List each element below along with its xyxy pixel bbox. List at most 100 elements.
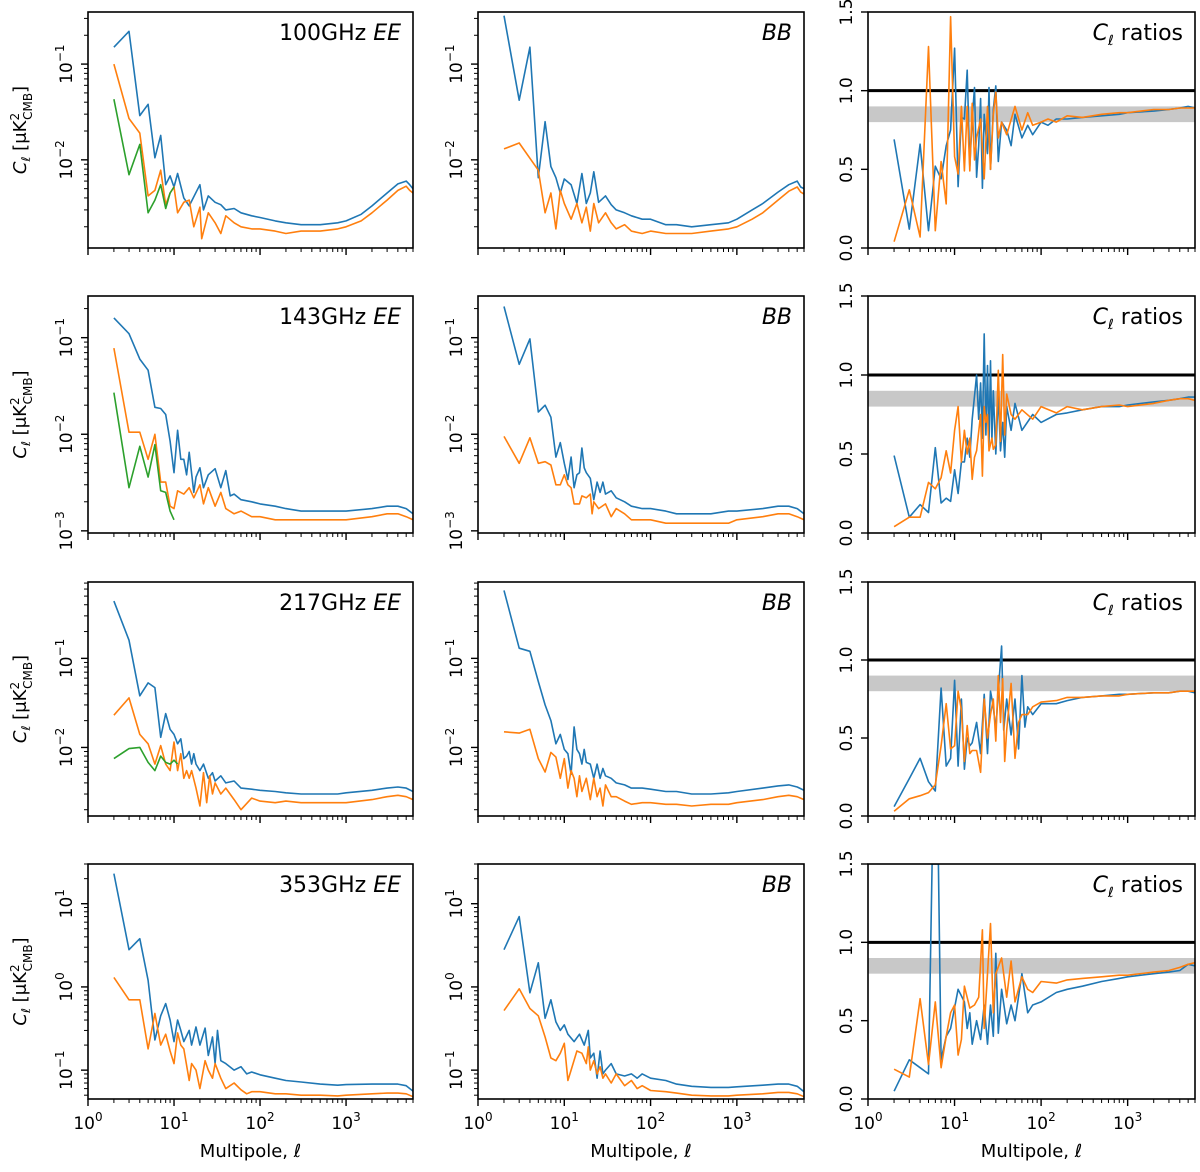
plot-area [868,15,1195,242]
panel-1-2: 0.0 0.5 1.0 1.5 Cℓ ratios [837,282,1196,547]
y-tick-label: 1.5 [837,0,857,26]
panel-0-0: 10−110−2Cℓ [μK2CMB]100GHz EE [8,11,414,255]
series-line-orange [893,353,1195,528]
y-axis-label: Cℓ [μK2CMB] [8,86,35,174]
y-tick-label: 10−2 [443,415,467,454]
tick-base: 10 [447,656,467,678]
tick-base: 10 [73,1114,95,1134]
axes-frame [87,863,414,1100]
tick-base: 10 [447,529,467,551]
tick-base: 10 [447,336,467,358]
y-tick-label: 1.0 [837,646,857,673]
title-spectrum: BB [762,873,792,898]
y-tick-label: 0.0 [837,1085,857,1112]
ylabel-part: CMB [21,377,35,404]
series-line-blue [503,590,804,795]
plot-area [868,333,1195,528]
tick-base: 10 [447,1068,467,1090]
series-line-orange [113,697,413,811]
y-tick-label: 10−2 [53,415,77,454]
tick-exponent: 2 [267,1110,275,1124]
series-line-orange [113,976,413,1098]
x-tick-label: 101 [940,1110,969,1134]
series-line-blue [893,864,1195,1092]
tick-base: 10 [57,656,77,678]
tick-base: 10 [57,980,77,1002]
tick-base: 10 [940,1114,962,1134]
panel-2-0: 10−110−2Cℓ [μK2CMB]217GHz EE [8,581,414,823]
ylabel-part: C [10,730,31,743]
series-line-blue [113,317,413,515]
title-part: C [1093,591,1109,616]
x-tick-label: 103 [722,1110,751,1134]
plot-area [113,317,413,521]
title-part: ℓ [1107,603,1114,619]
title-spectrum: EE [373,873,401,898]
panel-title: 353GHz EE [279,873,401,898]
tick-base: 10 [463,1114,485,1134]
ylabel-part: ] [10,86,31,93]
series-line-orange [893,674,1195,812]
y-tick-label: 1.5 [837,568,857,595]
tick-exponent: 1 [443,889,457,897]
tick-exponent: −2 [443,140,457,158]
axes-frame [867,863,1196,1100]
x-axis-label: Multipole, ℓ [981,1141,1082,1162]
tick-base: 10 [447,897,467,919]
title-part: ratios [1114,591,1183,616]
title-spectrum: EE [373,591,401,616]
ylabel-part: CMB [21,93,35,120]
tick-base: 10 [57,897,77,919]
y-tick-label: 10−1 [53,318,77,357]
series-line-green [113,99,175,214]
y-tick-label: 10−2 [443,140,467,179]
tick-exponent: 0 [875,1110,883,1124]
tick-exponent: 1 [962,1110,970,1124]
y-tick-label: 0.0 [837,802,857,829]
ylabel-part: 2 [8,113,22,121]
series-line-blue [113,873,413,1092]
plot-area [503,590,804,807]
plot-area [868,645,1195,812]
y-tick-label: 0.5 [837,1007,857,1034]
panel-title: Cℓ ratios [1093,591,1183,619]
tick-exponent: −2 [53,728,67,746]
x-tick-label: 102 [636,1110,665,1134]
y-tick-label: 10−1 [53,1050,77,1089]
tick-base: 10 [636,1114,658,1134]
title-part: ratios [1114,305,1183,330]
tick-exponent: −2 [53,415,67,433]
x-tick-label: 102 [1026,1110,1055,1134]
panel-title: 217GHz EE [279,591,401,616]
y-tick-label: 10−1 [443,44,467,83]
series-line-blue [113,600,413,795]
tick-exponent: 1 [53,889,67,897]
ylabel-part: ℓ [19,157,33,163]
ylabel-part: ℓ [19,1008,33,1014]
y-tick-label: 1.5 [837,850,857,877]
target-band [868,675,1195,692]
title-frequency: 143GHz [279,305,373,330]
tick-exponent: −1 [53,1050,67,1068]
series-line-green [113,392,175,521]
y-tick-label: 10−2 [53,728,77,767]
axes-frame [87,581,414,817]
ylabel-part: ℓ [19,441,33,447]
plot-area [113,600,413,811]
tick-exponent: −2 [443,728,457,746]
y-tick-label: 100 [443,972,467,1001]
panel-title: Cℓ ratios [1093,21,1183,49]
series-line-blue [503,306,804,515]
ylabel-part: ℓ [19,726,33,732]
ylabel-part: C [10,1013,31,1026]
ylabel-part: C [10,161,31,174]
y-tick-label: 10−3 [53,511,77,550]
x-tick-label: 101 [159,1110,188,1134]
title-spectrum: EE [373,21,401,46]
series-line-blue [503,915,804,1093]
ylabel-part: CMB [21,662,35,689]
tick-exponent: −1 [53,318,67,336]
